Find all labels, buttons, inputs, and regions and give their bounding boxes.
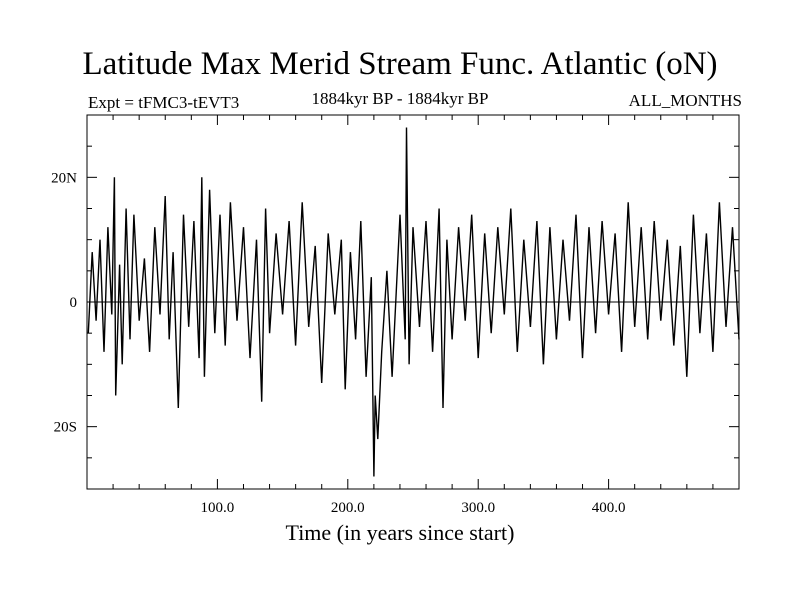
x-axis-label: Time (in years since start) — [285, 520, 515, 545]
experiment-label: Expt = tFMC3-tEVT3 — [88, 93, 240, 112]
time-range-label: 1884kyr BP - 1884kyr BP — [311, 89, 489, 108]
chart-title: Latitude Max Merid Stream Func. Atlantic… — [82, 46, 718, 82]
months-label: ALL_MONTHS — [628, 91, 742, 110]
y-tick-label: 20N — [51, 170, 77, 186]
x-tick-label: 400.0 — [592, 500, 626, 516]
x-tick-label: 200.0 — [331, 500, 365, 516]
y-tick-label: 20S — [54, 420, 77, 436]
x-tick-label: 300.0 — [461, 500, 495, 516]
x-tick-label: 100.0 — [201, 500, 235, 516]
data-series-line — [87, 127, 740, 477]
y-tick-label: 0 — [70, 295, 78, 311]
